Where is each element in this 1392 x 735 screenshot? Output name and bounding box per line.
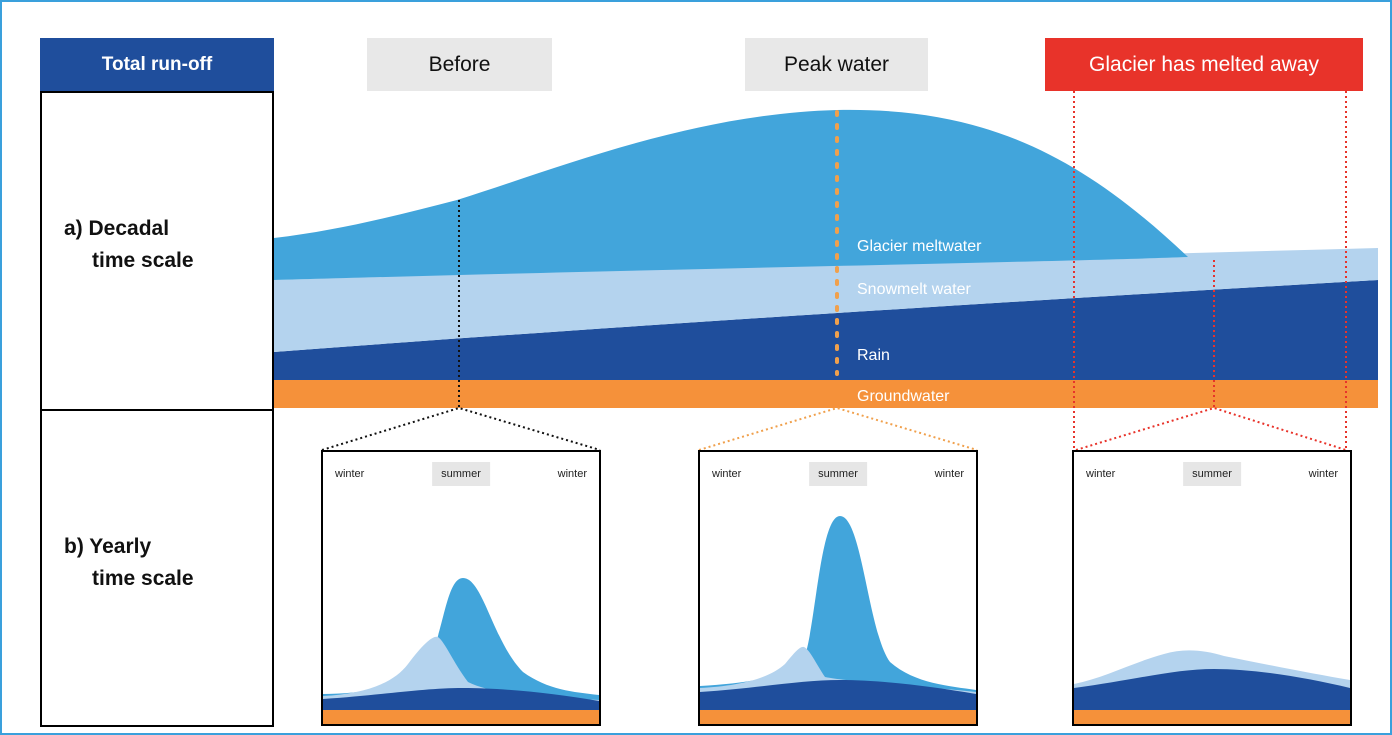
total-runoff-title: Total run-off xyxy=(40,38,274,91)
yearly-melted-rain xyxy=(1074,669,1350,714)
yearly-peak-rain xyxy=(700,680,976,714)
snowmelt-water-label: Snowmelt water xyxy=(857,281,971,298)
rain-label: Rain xyxy=(857,347,890,364)
groundwater-label: Groundwater xyxy=(857,388,950,405)
peak-winter-start: winter xyxy=(712,468,742,480)
yearly-label: b) Yearly time scale xyxy=(64,531,194,595)
yearly-chart-melted xyxy=(1074,650,1350,724)
phase-before-label: Before xyxy=(367,38,552,91)
phase-melted-label: Glacier has melted away xyxy=(1045,38,1363,91)
decadal-label-line1: a) Decadal xyxy=(64,217,170,240)
decadal-label: a) Decadal time scale xyxy=(64,213,194,277)
peak-connector xyxy=(698,406,978,451)
peak-summer: summer xyxy=(809,462,867,486)
groundwater-band xyxy=(274,380,1378,408)
yearly-panel-peak: winter summer winter xyxy=(698,450,978,726)
yearly-panel-before: winter summer winter xyxy=(321,450,601,726)
melted-winter-start: winter xyxy=(1086,468,1116,480)
decadal-label-line2: time scale xyxy=(92,249,194,272)
yearly-before-ground xyxy=(323,710,599,724)
decadal-row-box: a) Decadal time scale xyxy=(40,91,274,411)
rain-band xyxy=(274,280,1378,380)
glacier-meltwater-band xyxy=(274,109,1188,280)
yearly-peak-glacier xyxy=(700,516,976,714)
yearly-row-box: b) Yearly time scale xyxy=(40,409,274,727)
peak-winter-end: winter xyxy=(934,468,964,480)
before-winter-end: winter xyxy=(557,468,587,480)
before-winter-start: winter xyxy=(335,468,365,480)
yearly-label-line2: time scale xyxy=(92,567,194,590)
glacier-meltwater-label: Glacier meltwater xyxy=(857,238,982,255)
yearly-peak-ground xyxy=(700,710,976,724)
phase-peak-label: Peak water xyxy=(745,38,928,91)
yearly-label-line1: b) Yearly xyxy=(64,535,152,558)
melted-winter-end: winter xyxy=(1308,468,1338,480)
before-summer: summer xyxy=(432,462,490,486)
melted-summer: summer xyxy=(1183,462,1241,486)
melted-connector xyxy=(1075,406,1347,451)
yearly-chart-before xyxy=(323,578,599,724)
yearly-chart-peak xyxy=(700,516,976,724)
yearly-before-glacier xyxy=(323,578,599,714)
snowmelt-band xyxy=(274,248,1378,352)
yearly-panel-melted: winter summer winter xyxy=(1072,450,1352,726)
before-connector xyxy=(321,406,601,451)
yearly-before-rain xyxy=(323,688,599,714)
yearly-melted-ground xyxy=(1074,710,1350,724)
